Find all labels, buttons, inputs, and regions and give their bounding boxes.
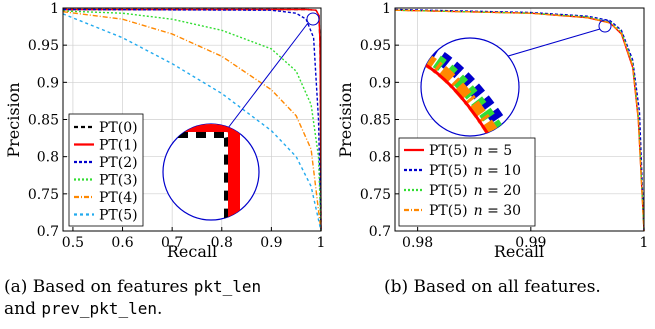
y-tick-label: 1 bbox=[50, 1, 59, 17]
caption-a: (a) Based on features pkt_len and and pr… bbox=[4, 276, 322, 320]
legend-label-base: PT(5) bbox=[429, 203, 468, 219]
legend-label: PT(1) bbox=[99, 138, 138, 154]
x-tick-label: 0.7 bbox=[161, 235, 183, 251]
caption-a-feature-2: prev_pkt_len bbox=[41, 299, 157, 318]
series-line-3 bbox=[394, 9, 645, 232]
y-tick-label: 0.9 bbox=[369, 75, 391, 91]
y-tick-label: 0.8 bbox=[37, 150, 59, 166]
caption-a-and-text: and bbox=[4, 299, 42, 319]
y-tick-label: 0.7 bbox=[369, 224, 391, 240]
legend-label: PT(5) n = 20 bbox=[429, 183, 521, 199]
legend-label-base: PT(5) bbox=[429, 143, 468, 159]
chart-b: 0.98 0.99 1 0.7 0.75 0.8 0.85 0.9 0.95 1 Recall P… bbox=[336, 1, 648, 261]
y-axis-label-a: Precision bbox=[4, 82, 23, 157]
zoom-connector-b bbox=[497, 28, 601, 60]
legend-label-n: n bbox=[474, 203, 483, 219]
legend-label-value: = 5 bbox=[483, 143, 513, 159]
x-tick-label: 0.5 bbox=[62, 235, 84, 251]
caption-a-suffix: . bbox=[156, 299, 163, 319]
legend-label: PT(5) bbox=[99, 208, 138, 224]
series-line-3 bbox=[62, 10, 322, 232]
series-lines-b bbox=[394, 8, 645, 232]
y-tick-label: 0.85 bbox=[360, 113, 391, 129]
figure: 0.5 0.6 0.7 0.8 0.9 1 0.7 0.75 0.8 0.85 0.9 0.95 1 R… bbox=[4, 1, 648, 261]
x-tick-label: 0.98 bbox=[402, 235, 433, 251]
zoom-connector-a bbox=[227, 22, 309, 129]
legend-label-value: = 20 bbox=[483, 183, 521, 199]
legend-label: PT(5) n = 10 bbox=[429, 163, 521, 179]
legend-label-value: = 30 bbox=[483, 203, 521, 219]
x-axis-label-b: Recall bbox=[494, 242, 544, 261]
chart-a: 0.5 0.6 0.7 0.8 0.9 1 0.7 0.75 0.8 0.85 0.9 0.95 1 R… bbox=[4, 1, 325, 261]
x-tick-label: 0.8 bbox=[211, 235, 233, 251]
series-line-2 bbox=[62, 8, 322, 232]
x-tick-label: 0.99 bbox=[515, 235, 546, 251]
y-tick-label: 0.8 bbox=[369, 150, 391, 166]
caption-a-feature-1: pkt_len bbox=[193, 277, 262, 296]
series-line-4 bbox=[62, 11, 322, 232]
y-tick-label: 1 bbox=[382, 1, 391, 17]
legend-label-n: n bbox=[474, 183, 483, 199]
caption-b: (b) Based on all features. bbox=[384, 277, 601, 297]
x-tick-label: 0.6 bbox=[111, 235, 133, 251]
legend-label-n: n bbox=[474, 143, 483, 159]
legend-label: PT(5) n = 5 bbox=[429, 143, 512, 159]
x-tick-label: 1 bbox=[640, 235, 649, 251]
zoom-marker-a bbox=[306, 12, 320, 26]
caption-a-prefix: (a) Based on features bbox=[4, 277, 194, 297]
series-line-5 bbox=[62, 13, 322, 232]
legend-label-value: = 10 bbox=[483, 163, 521, 179]
legend-label-n: n bbox=[474, 163, 483, 179]
ticks-b: 0.98 0.99 1 0.7 0.75 0.8 0.85 0.9 0.95 1 bbox=[360, 1, 649, 251]
series-line-1 bbox=[63, 8, 322, 232]
y-tick-label: 0.75 bbox=[28, 187, 59, 203]
ticks-a: 0.5 0.6 0.7 0.8 0.9 1 0.7 0.75 0.8 0.85 0.9 0.95 1 bbox=[28, 1, 326, 251]
y-tick-label: 0.95 bbox=[28, 38, 59, 54]
legend-label: PT(5) n = 30 bbox=[429, 203, 521, 219]
legend-label-base: PT(5) bbox=[429, 183, 468, 199]
x-tick-label: 0.9 bbox=[260, 235, 282, 251]
y-axis-label-b: Precision bbox=[336, 82, 355, 157]
legend-label: PT(0) bbox=[99, 120, 138, 136]
y-tick-label: 0.85 bbox=[28, 113, 59, 129]
legend-a bbox=[68, 113, 144, 227]
zoom-marker-b bbox=[598, 19, 612, 33]
series-lines-a bbox=[62, 8, 322, 232]
y-tick-label: 0.7 bbox=[37, 224, 59, 240]
x-tick-label: 1 bbox=[317, 235, 326, 251]
y-tick-label: 0.9 bbox=[37, 75, 59, 91]
x-axis-label-a: Recall bbox=[167, 242, 217, 261]
legend-label: PT(2) bbox=[99, 155, 138, 171]
legend-label: PT(3) bbox=[99, 173, 138, 189]
y-tick-label: 0.75 bbox=[360, 187, 391, 203]
legend-label-base: PT(5) bbox=[429, 163, 468, 179]
zoom-inset-a bbox=[162, 123, 260, 221]
legend-b bbox=[398, 137, 536, 227]
legend-label: PT(4) bbox=[99, 190, 138, 206]
y-tick-label: 0.95 bbox=[360, 38, 391, 54]
